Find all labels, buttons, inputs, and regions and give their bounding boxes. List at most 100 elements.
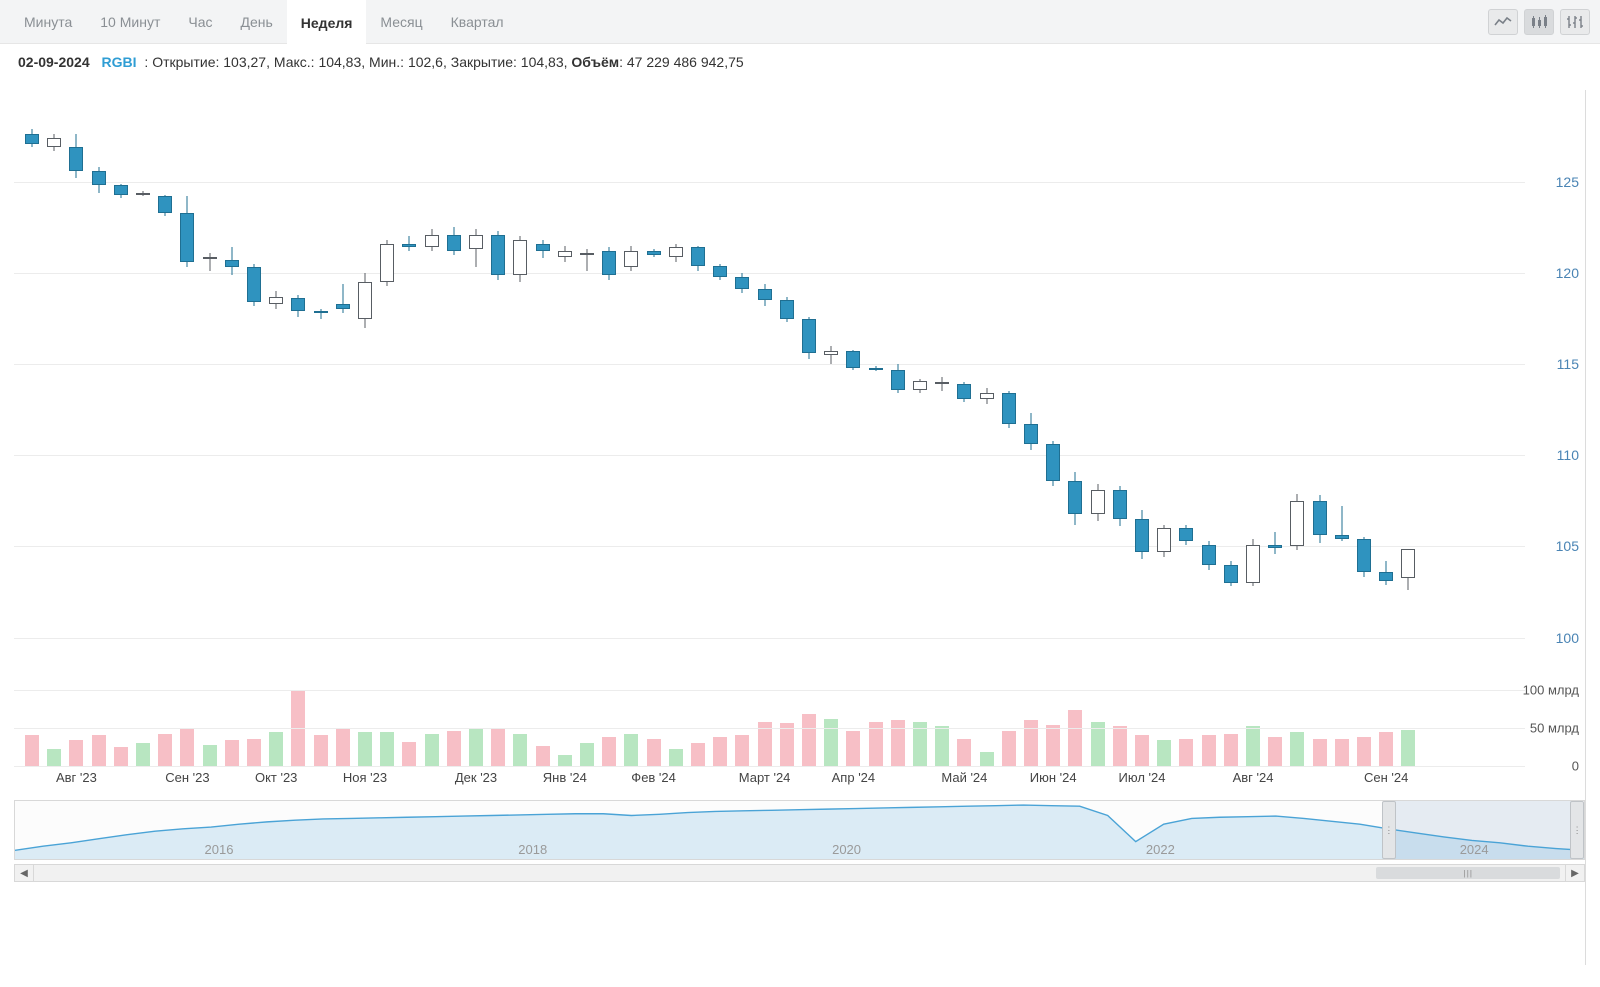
volume-bar[interactable] bbox=[1290, 732, 1304, 766]
info-colon: : bbox=[144, 54, 148, 70]
volume-bar[interactable] bbox=[558, 755, 572, 766]
info-open-value: 103,27 bbox=[223, 54, 266, 70]
volume-bar[interactable] bbox=[602, 737, 616, 766]
volume-bar[interactable] bbox=[980, 752, 994, 766]
volume-bar[interactable] bbox=[780, 723, 794, 766]
volume-bar[interactable] bbox=[47, 749, 61, 766]
x-tick: Сен '23 bbox=[165, 770, 209, 785]
volume-pane[interactable] bbox=[14, 682, 1585, 766]
volume-bar[interactable] bbox=[69, 740, 83, 766]
volume-bar[interactable] bbox=[180, 729, 194, 766]
volume-bar[interactable] bbox=[491, 728, 505, 766]
volume-bar[interactable] bbox=[580, 743, 594, 766]
tab-6[interactable]: Квартал bbox=[437, 0, 518, 43]
volume-bar[interactable] bbox=[1179, 739, 1193, 766]
volume-bar[interactable] bbox=[669, 749, 683, 766]
volume-bar[interactable] bbox=[203, 745, 217, 766]
volume-bar[interactable] bbox=[247, 739, 261, 766]
volume-bar[interactable] bbox=[513, 734, 527, 766]
x-tick: Сен '24 bbox=[1364, 770, 1408, 785]
volume-bar[interactable] bbox=[114, 747, 128, 766]
volume-bar[interactable] bbox=[1157, 740, 1171, 766]
info-volume-label: Объём bbox=[571, 54, 619, 70]
volume-bar[interactable] bbox=[1246, 726, 1260, 766]
navigator-pane[interactable]: ⋮⋮20162018202020222024 bbox=[14, 800, 1585, 860]
volume-bar[interactable] bbox=[1357, 737, 1371, 766]
volume-bar[interactable] bbox=[735, 735, 749, 766]
volume-bar[interactable] bbox=[269, 732, 283, 766]
chart-root: Минута10 МинутЧасДеньНеделяМесяцКвартал bbox=[0, 0, 1600, 987]
volume-bar[interactable] bbox=[469, 728, 483, 766]
volume-bar[interactable] bbox=[957, 739, 971, 766]
volume-bar[interactable] bbox=[1046, 725, 1060, 766]
navigator-handle-left[interactable]: ⋮ bbox=[1382, 801, 1396, 859]
info-close-label: Закрытие: bbox=[451, 54, 517, 70]
volume-bar[interactable] bbox=[935, 726, 949, 766]
volume-bar[interactable] bbox=[802, 714, 816, 766]
info-volume-value: 47 229 486 942,75 bbox=[627, 54, 744, 70]
chart-type-line-button[interactable] bbox=[1488, 9, 1518, 35]
volume-bar[interactable] bbox=[691, 743, 705, 766]
volume-bar[interactable] bbox=[1401, 730, 1415, 766]
volume-bar[interactable] bbox=[1113, 726, 1127, 766]
info-low-label: Мин.: bbox=[369, 54, 404, 70]
volume-bar[interactable] bbox=[1068, 710, 1082, 767]
scroll-right-arrow-icon[interactable]: ▶ bbox=[1565, 865, 1584, 881]
volume-bar[interactable] bbox=[336, 728, 350, 766]
volume-bar[interactable] bbox=[447, 731, 461, 766]
volume-bar[interactable] bbox=[136, 743, 150, 766]
volume-bar[interactable] bbox=[225, 740, 239, 766]
x-tick: Дек '23 bbox=[455, 770, 497, 785]
volume-bar[interactable] bbox=[1335, 739, 1349, 766]
volume-bar[interactable] bbox=[314, 735, 328, 766]
volume-bar[interactable] bbox=[713, 737, 727, 766]
x-axis: Авг '23Сен '23Окт '23Ноя '23Дек '23Янв '… bbox=[14, 770, 1585, 794]
info-low-value: 102,6 bbox=[408, 54, 443, 70]
volume-bar[interactable] bbox=[1379, 732, 1393, 766]
timeframe-tabs: Минута10 МинутЧасДеньНеделяМесяцКвартал bbox=[10, 0, 518, 43]
scroll-track[interactable]: ||| bbox=[34, 865, 1565, 881]
volume-bar[interactable] bbox=[158, 734, 172, 766]
volume-bar[interactable] bbox=[846, 731, 860, 766]
timeframe-toolbar: Минута10 МинутЧасДеньНеделяМесяцКвартал bbox=[0, 0, 1600, 44]
tab-1[interactable]: 10 Минут bbox=[86, 0, 174, 43]
volume-bar[interactable] bbox=[536, 746, 550, 766]
tab-3[interactable]: День bbox=[226, 0, 286, 43]
chart-type-ohlc-button[interactable] bbox=[1560, 9, 1590, 35]
horizontal-scrollbar[interactable]: ◀ ||| ▶ bbox=[14, 864, 1585, 882]
chart-type-candle-button[interactable] bbox=[1524, 9, 1554, 35]
x-tick: Июн '24 bbox=[1030, 770, 1077, 785]
volume-bar[interactable] bbox=[1313, 739, 1327, 766]
volume-bar[interactable] bbox=[624, 734, 638, 766]
candle-pane[interactable] bbox=[14, 118, 1585, 674]
volume-bar[interactable] bbox=[358, 732, 372, 766]
volume-bar[interactable] bbox=[92, 735, 106, 766]
volume-bar[interactable] bbox=[380, 732, 394, 766]
tab-2[interactable]: Час bbox=[174, 0, 226, 43]
x-tick: Апр '24 bbox=[832, 770, 876, 785]
x-tick: Март '24 bbox=[739, 770, 791, 785]
volume-bar[interactable] bbox=[1002, 731, 1016, 766]
volume-bar[interactable] bbox=[1202, 735, 1216, 766]
x-tick: Окт '23 bbox=[255, 770, 297, 785]
scroll-left-arrow-icon[interactable]: ◀ bbox=[15, 865, 34, 881]
volume-bar[interactable] bbox=[647, 739, 661, 766]
volume-bar[interactable] bbox=[402, 742, 416, 766]
tab-0[interactable]: Минута bbox=[10, 0, 86, 43]
volume-bar[interactable] bbox=[25, 735, 39, 766]
navigator-handle-right[interactable]: ⋮ bbox=[1570, 801, 1584, 859]
volume-bar[interactable] bbox=[1268, 737, 1282, 766]
toolbar-icons bbox=[1488, 9, 1590, 35]
volume-bar[interactable] bbox=[1224, 734, 1238, 766]
tab-5[interactable]: Месяц bbox=[366, 0, 436, 43]
x-tick: Авг '24 bbox=[1233, 770, 1274, 785]
volume-bar[interactable] bbox=[425, 734, 439, 766]
tab-4[interactable]: Неделя bbox=[287, 0, 367, 44]
navigator-year-label: 2020 bbox=[832, 842, 861, 857]
x-tick: Ноя '23 bbox=[343, 770, 387, 785]
volume-bar[interactable] bbox=[1135, 735, 1149, 766]
chart-area: 100105110115120125 050 млрд100 млрд Авг … bbox=[14, 90, 1586, 965]
volume-bar[interactable] bbox=[824, 719, 838, 766]
scroll-thumb[interactable]: ||| bbox=[1376, 867, 1560, 879]
info-close-value: 104,83 bbox=[521, 54, 564, 70]
